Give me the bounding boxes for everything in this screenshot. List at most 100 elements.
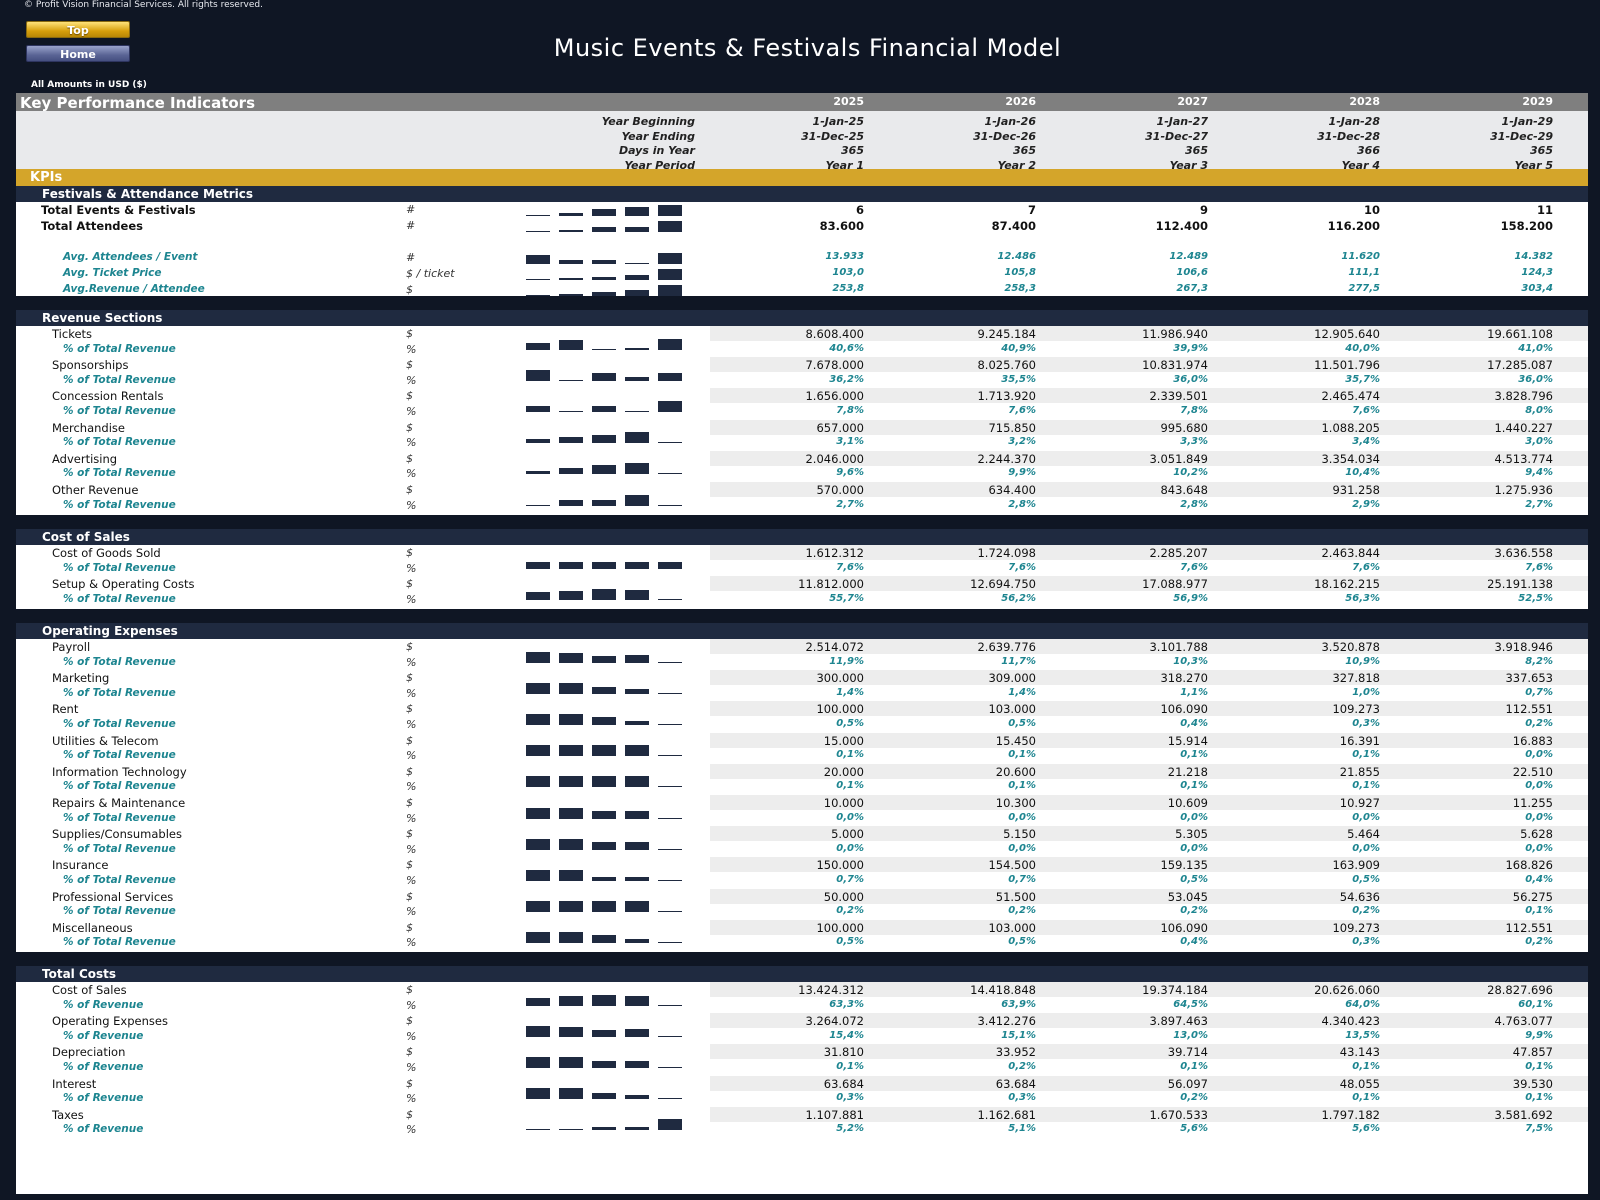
sparkline-bar: [658, 880, 682, 881]
row-value: 10.300: [995, 796, 1036, 810]
row-label: % of Total Revenue: [63, 373, 176, 386]
row-value: 159.135: [1160, 858, 1208, 873]
row-value: 56,2%: [1001, 592, 1036, 604]
home-button[interactable]: Home: [26, 45, 130, 62]
row-value: 0,3%: [836, 1092, 864, 1104]
row-value: 3,4%: [1352, 436, 1380, 448]
table-row: % of Revenue% 15,4% 15,1% 13,0% 13,5% 9,9%: [16, 1025, 1588, 1045]
sparkline-bar: [658, 598, 682, 600]
row-value: 11.501.796: [1314, 358, 1380, 373]
row-value: 843.648: [1160, 483, 1208, 497]
row-value: 13.424.312: [798, 983, 864, 997]
row-value: 36,0%: [1518, 373, 1553, 385]
row-label: Merchandise: [52, 420, 125, 435]
row-unit: $: [406, 1045, 413, 1059]
row-unit: %: [406, 373, 417, 387]
table-row: % of Revenue% 0,1% 0,2% 0,1% 0,1% 0,1%: [16, 1057, 1588, 1076]
sparkline-bar: [658, 473, 682, 475]
row-value: 63.684: [823, 1076, 864, 1091]
row-value: 657.000: [816, 420, 864, 435]
year-header-2029: 2029: [1522, 95, 1553, 108]
row-label: Insurance: [52, 858, 109, 873]
row-value: 5,6%: [1180, 1123, 1208, 1135]
row-label: Interest: [52, 1076, 97, 1091]
row-label: % of Total Revenue: [63, 655, 176, 668]
year-info-label: Year Beginning: [601, 115, 695, 128]
table-row: Utilities & Telecom $15.000 15.450 15.914 16…: [16, 732, 1588, 749]
row-value: 13,0%: [1173, 1029, 1208, 1041]
top-button[interactable]: Top: [26, 21, 130, 38]
row-shade: [710, 919, 1588, 935]
section-gap: [16, 952, 1588, 966]
sparkline: [526, 1116, 686, 1132]
sparkline-bar: [658, 561, 682, 569]
row-value: 0,2%: [1180, 1092, 1208, 1104]
table-row: Avg.Revenue / Attendee $253,8 258,3 267,3 27…: [16, 282, 1588, 298]
row-value: 25.191.138: [1487, 577, 1553, 592]
table-row: Professional Services $50.000 51.500 53.045…: [16, 888, 1588, 905]
sparkline-bar: [592, 406, 616, 412]
year-info-value: 365: [1185, 144, 1208, 157]
kpis-label: KPIs: [30, 170, 63, 185]
sparkline-bar: [658, 205, 682, 216]
row-value: 2.514.072: [805, 640, 864, 654]
row-shade: [710, 857, 1588, 873]
row-value: 277,5: [1348, 283, 1380, 294]
row-value: 87.400: [991, 219, 1036, 233]
sparkline: [526, 282, 686, 298]
row-label: % of Total Revenue: [63, 467, 176, 480]
row-unit: %: [406, 655, 417, 669]
year-header-2026: 2026: [1005, 95, 1036, 108]
row-value: 56.097: [1167, 1076, 1208, 1091]
table-row: Total Attendees #83.600 87.400 112.400 116.2…: [16, 218, 1588, 234]
row-value: 15.000: [823, 733, 864, 748]
sparkline-bar: [559, 1129, 583, 1131]
table-row: Merchandise $657.000 715.850 995.680 1.088.2…: [16, 419, 1588, 436]
row-value: 17.088.977: [1142, 577, 1208, 592]
sparkline: [526, 742, 686, 758]
row-value: 15,1%: [1001, 1029, 1036, 1041]
sparkline-bar: [592, 1093, 616, 1100]
row-value: 258,3: [1004, 283, 1036, 294]
row-value: 5.305: [1175, 827, 1208, 842]
row-value: 0,1%: [1008, 749, 1036, 761]
row-unit: $: [406, 1076, 413, 1090]
sparkline: [526, 711, 686, 727]
row-value: 39.530: [1512, 1076, 1553, 1091]
section-header: Total Costs: [16, 966, 1588, 982]
row-value: 11.812.000: [798, 577, 864, 592]
kpi-header-bar: Key Performance Indicators 2025 2026 2027 2…: [16, 93, 1588, 112]
row-unit: %: [406, 842, 417, 856]
row-shade: [710, 826, 1588, 842]
row-shade: [710, 732, 1588, 748]
year-info-value: 31-Dec-26: [973, 129, 1036, 143]
sparkline: [526, 929, 686, 945]
row-value: 15.450: [995, 733, 1036, 748]
row-value: 11,7%: [1001, 655, 1036, 667]
row-label: % of Total Revenue: [63, 842, 176, 855]
table-row: Setup & Operating Costs $11.812.000 12.694…: [16, 576, 1588, 592]
table-row: % of Total Revenue% 11,9% 11,7% 10,3% 10,9% 8…: [16, 651, 1588, 671]
row-value: 40,0%: [1345, 342, 1380, 354]
row-value: 1.107.881: [805, 1107, 864, 1122]
sparkline-bar: [526, 870, 550, 881]
sparkline-bar: [559, 590, 583, 600]
row-value: 3.581.692: [1494, 1107, 1553, 1122]
year-info-label: Year Period: [624, 158, 695, 172]
row-value: 33.952: [995, 1045, 1036, 1060]
kpi-header-title: Key Performance Indicators: [20, 94, 255, 112]
row-shade: [710, 1013, 1588, 1029]
row-value: 0,1%: [1352, 1061, 1380, 1072]
row-value: 50.000: [823, 889, 864, 904]
row-unit: %: [406, 1029, 417, 1043]
row-value: 16.391: [1339, 733, 1380, 748]
row-value: 40,6%: [829, 342, 864, 354]
row-value: 56,9%: [1173, 592, 1208, 604]
row-value: 63.684: [995, 1076, 1036, 1091]
row-unit: $: [406, 546, 413, 559]
sparkline-bar: [559, 745, 583, 757]
row-value: 15,4%: [829, 1029, 864, 1041]
section-header: Cost of Sales: [16, 529, 1588, 545]
kpis-bar: KPIs: [16, 169, 1588, 186]
sparkline-bar: [526, 295, 550, 296]
